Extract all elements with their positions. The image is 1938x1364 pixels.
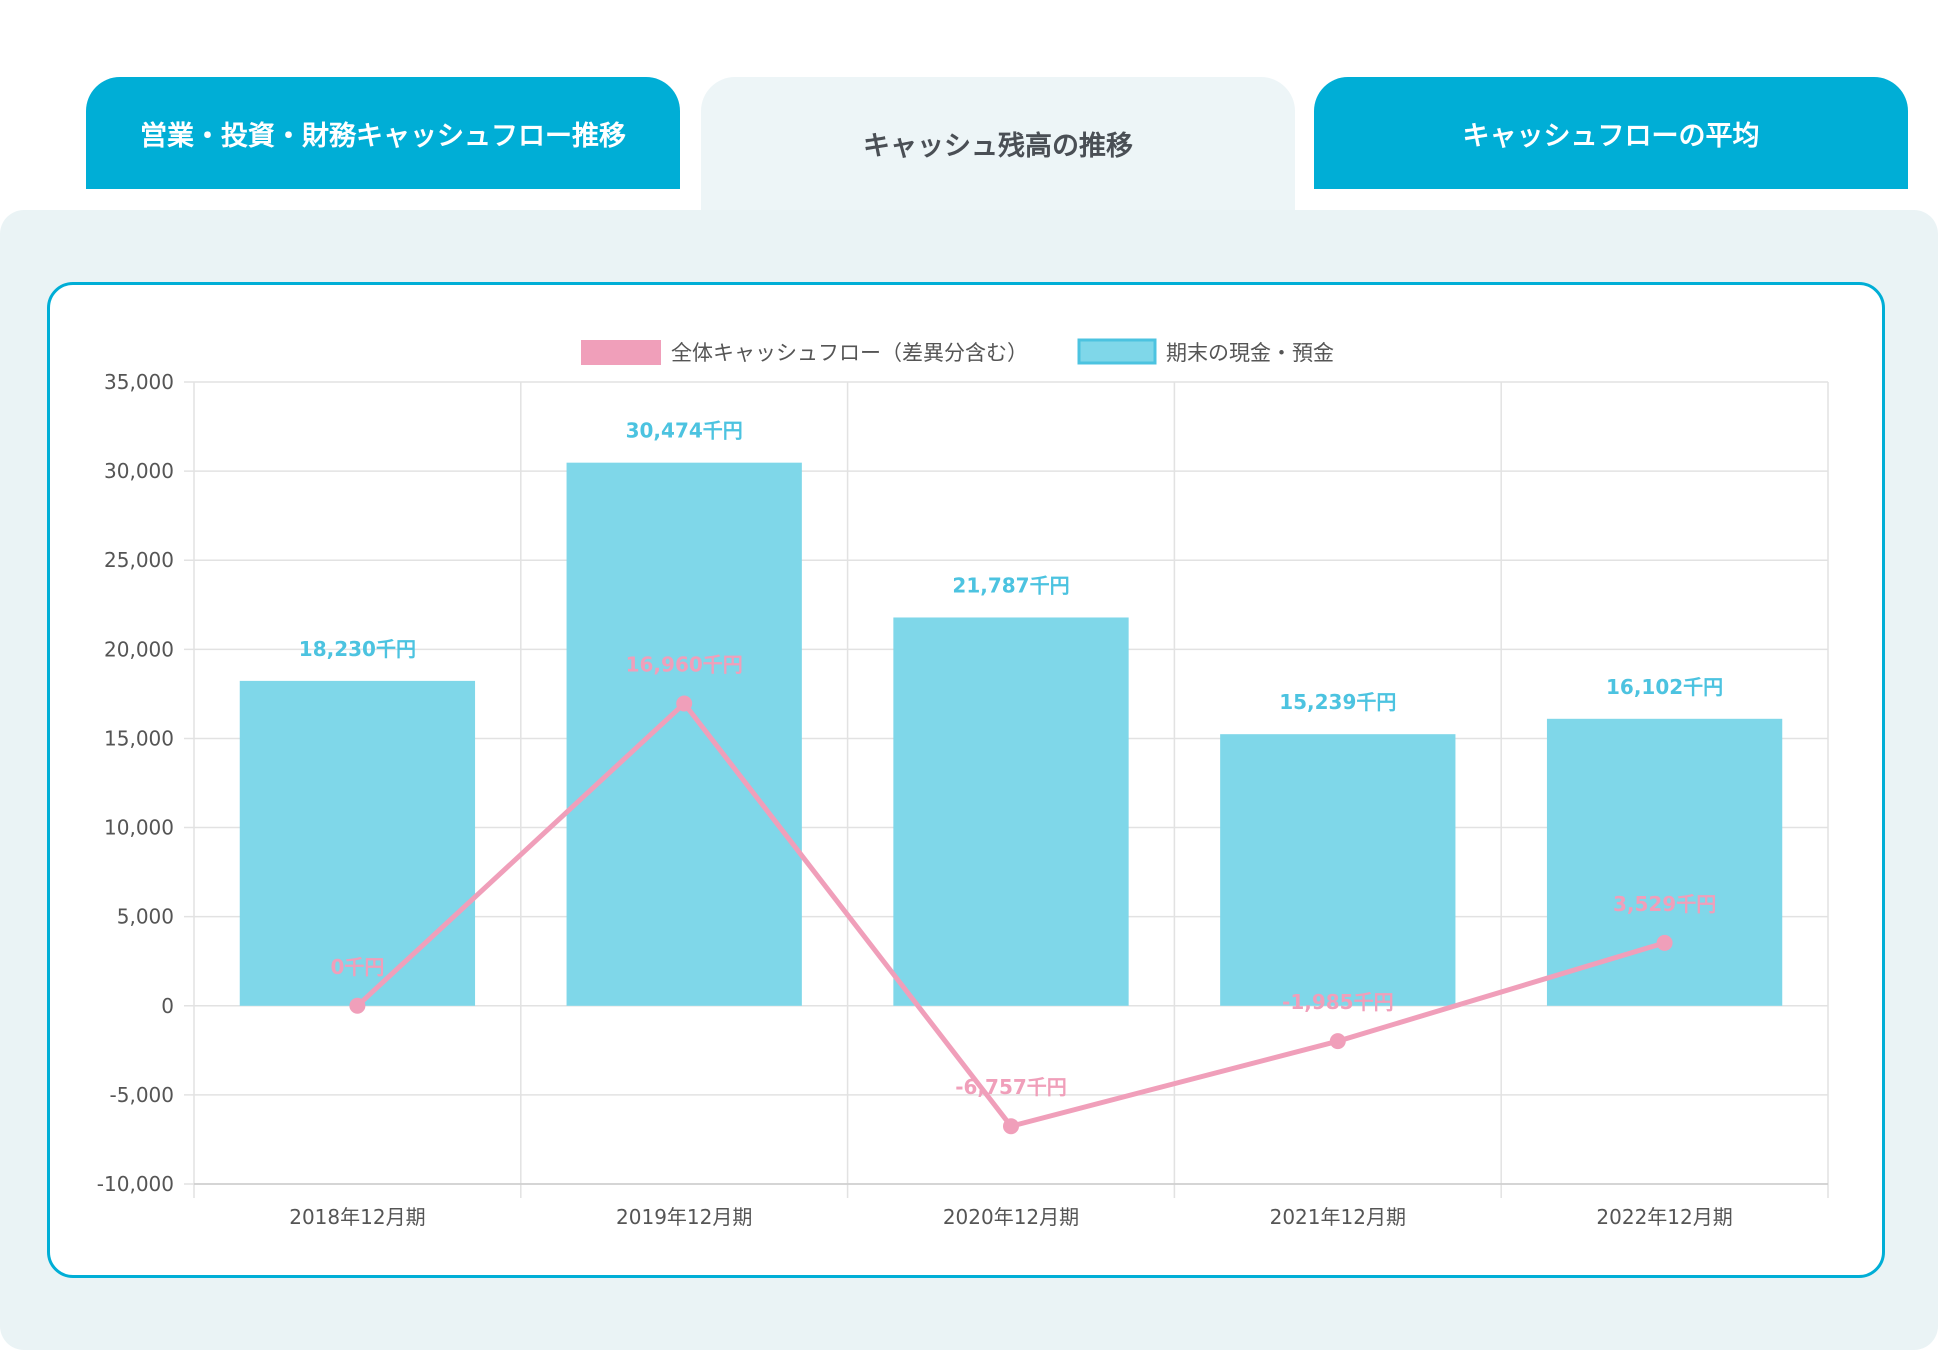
bar [239,680,476,1006]
y-tick-label: 30,000 [104,459,174,483]
bar [1220,734,1456,1006]
y-tick-label: 35,000 [104,370,174,394]
bar-data-label: 21,787千円 [952,573,1069,597]
line-point [1329,1033,1346,1050]
x-tick-label: 2020年12月期 [943,1205,1079,1229]
y-tick-label: 10,000 [104,816,174,840]
legend-swatch-line [581,340,661,365]
legend-swatch-bar [1077,338,1157,365]
tab-cash-balance[interactable]: キャッシュ残高の推移 [701,77,1295,210]
x-tick-label: 2022年12月期 [1596,1205,1732,1229]
tab-cashflow-trend[interactable]: 営業・投資・財務キャッシュフロー推移 [86,77,680,189]
bar-data-label: 18,230千円 [299,637,416,661]
line-point [1003,1118,1019,1135]
line-point [349,997,366,1014]
line-point [1656,934,1673,951]
y-tick-label: 15,000 [104,726,174,750]
y-tick-label: -10,000 [97,1172,174,1196]
y-tick-label: 5,000 [117,905,174,929]
x-tick-label: 2019年12月期 [616,1205,752,1229]
legend-label-bar: 期末の現金・預金 [1166,341,1334,365]
bar-data-label: 16,102千円 [1606,675,1723,699]
bar-data-label: 30,474千円 [626,419,743,443]
bar [1546,718,1783,1006]
x-tick-label: 2018年12月期 [289,1205,425,1229]
y-tick-label: -5,000 [110,1083,174,1107]
line-point [676,695,693,712]
y-tick-label: 20,000 [104,637,174,661]
line-data-label: -6,757千円 [955,1075,1067,1099]
bar-data-label: 15,239千円 [1279,690,1396,714]
legend-label-line: 全体キャッシュフロー（差異分含む） [671,341,1028,365]
line-data-label: -1,985千円 [1282,990,1394,1014]
y-tick-label: 0 [161,994,174,1018]
line-data-label: 16,960千円 [626,653,743,677]
bar [566,462,802,1006]
y-tick-label: 25,000 [104,548,174,572]
bar [893,617,1129,1006]
line-data-label: 3,529千円 [1613,892,1716,916]
x-tick-label: 2021年12月期 [1270,1205,1406,1229]
legend: 全体キャッシュフロー（差異分含む） 期末の現金・預金 [581,338,1334,365]
tab-cashflow-average[interactable]: キャッシュフローの平均 [1314,77,1908,189]
line-data-label: 0千円 [330,955,384,979]
